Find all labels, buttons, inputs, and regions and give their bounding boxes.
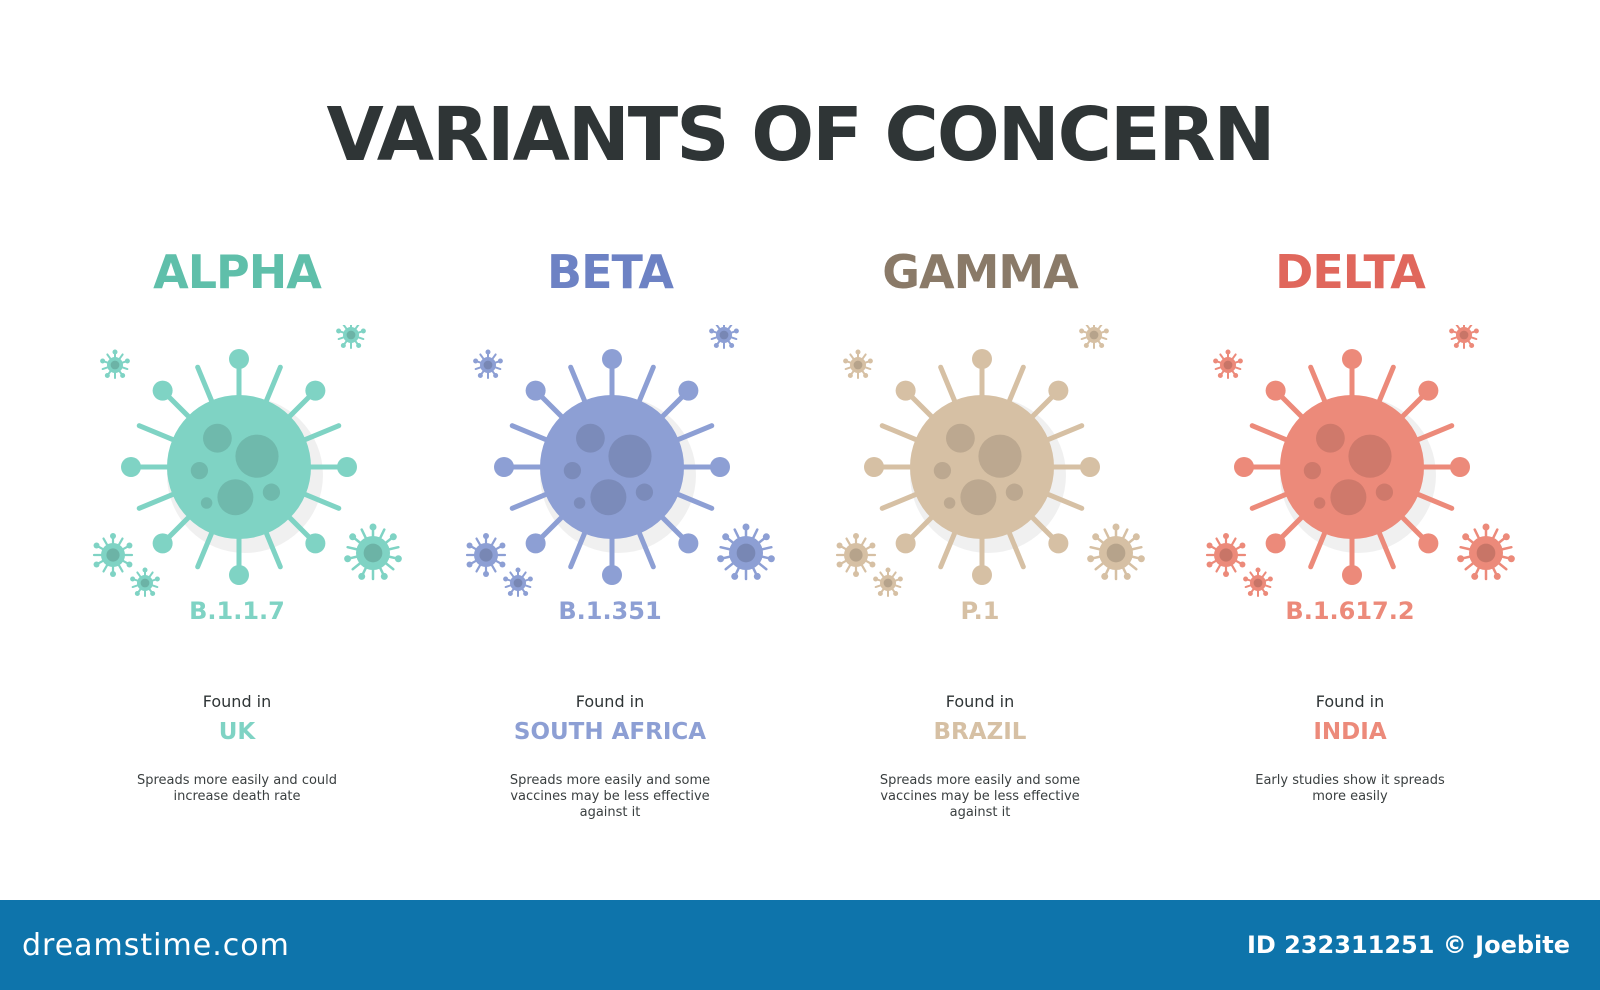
variant-name: DELTA xyxy=(1275,245,1426,299)
footer-image-id: ID 232311251 © Joebite xyxy=(1246,931,1570,959)
footer-bar: dreamstime.com ID 232311251 © Joebite xyxy=(0,900,1600,990)
virus-icon xyxy=(92,325,402,597)
variant-column-beta: BETA B.1.351 Found in SOUTH AFRICA Sprea… xyxy=(430,245,790,835)
page-title: VARIANTS OF CONCERN xyxy=(326,92,1276,178)
lineage-code: B.1.1.7 xyxy=(189,597,285,625)
variant-column-alpha: ALPHA B.1.1.7 Found in UK Spreads more e… xyxy=(57,245,417,835)
found-in-label: Found in xyxy=(575,692,645,711)
virus-icon xyxy=(1205,325,1515,597)
variant-name: GAMMA xyxy=(882,245,1079,299)
virus-icon xyxy=(835,325,1145,597)
footer-logo[interactable]: dreamstime.com xyxy=(22,928,290,963)
country-name: INDIA xyxy=(1313,719,1387,745)
found-in-label: Found in xyxy=(202,692,272,711)
virus-icon xyxy=(465,325,775,597)
variant-name: BETA xyxy=(547,245,674,299)
country-name: SOUTH AFRICA xyxy=(513,719,707,745)
variant-description: Spreads more easily and some vaccines ma… xyxy=(509,773,711,820)
variant-description: Spreads more easily and could increase d… xyxy=(136,773,338,804)
found-in-label: Found in xyxy=(1315,692,1385,711)
country-name: BRAZIL xyxy=(933,719,1027,745)
lineage-code: B.1.617.2 xyxy=(1285,597,1415,625)
lineage-code: B.1.351 xyxy=(558,597,662,625)
variant-description: Early studies show it spreads more easil… xyxy=(1255,773,1445,804)
variant-column-delta: DELTA B.1.617.2 Found in INDIA Early stu… xyxy=(1170,245,1530,835)
found-in-label: Found in xyxy=(945,692,1015,711)
variant-column-gamma: GAMMA P.1 Found in BRAZIL Spreads more e… xyxy=(800,245,1160,835)
country-name: UK xyxy=(218,719,256,745)
lineage-code: P.1 xyxy=(960,597,1000,625)
variant-name: ALPHA xyxy=(153,245,322,299)
variant-description: Spreads more easily and some vaccines ma… xyxy=(879,773,1081,820)
